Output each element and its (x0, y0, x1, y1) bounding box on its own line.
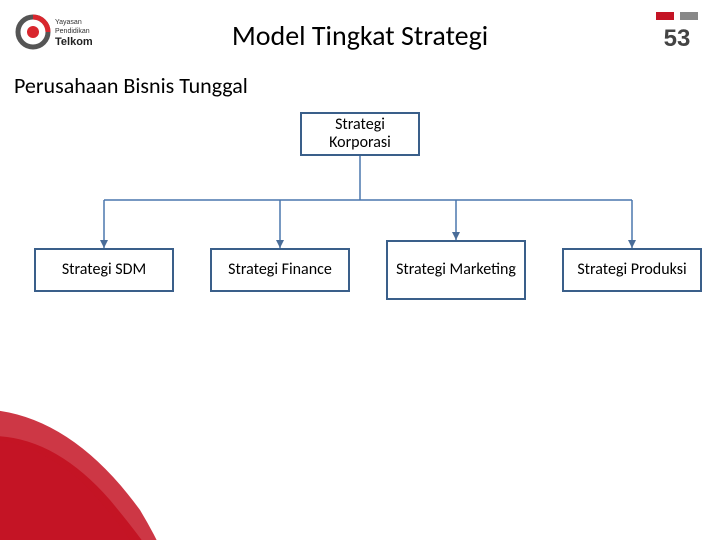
corner-decoration (0, 380, 180, 540)
slide-subtitle: Perusahaan Bisnis Tunggal (14, 72, 248, 99)
node-child: Strategi SDM (34, 248, 174, 292)
node-label: Strategi Produksi (577, 261, 686, 279)
node-child: Strategi Finance (210, 248, 350, 292)
slide: { "title": "Model Tingkat Strategi", "su… (0, 0, 720, 540)
slide-title: Model Tingkat Strategi (0, 18, 720, 53)
node-root: Strategi Korporasi (300, 112, 420, 156)
node-child: Strategi Marketing (386, 240, 526, 300)
node-label: Strategi SDM (62, 261, 146, 279)
node-child: Strategi Produksi (562, 248, 702, 292)
node-label: Strategi Korporasi (306, 116, 414, 153)
node-label: Strategi Marketing (396, 261, 516, 279)
node-label: Strategi Finance (228, 261, 332, 279)
